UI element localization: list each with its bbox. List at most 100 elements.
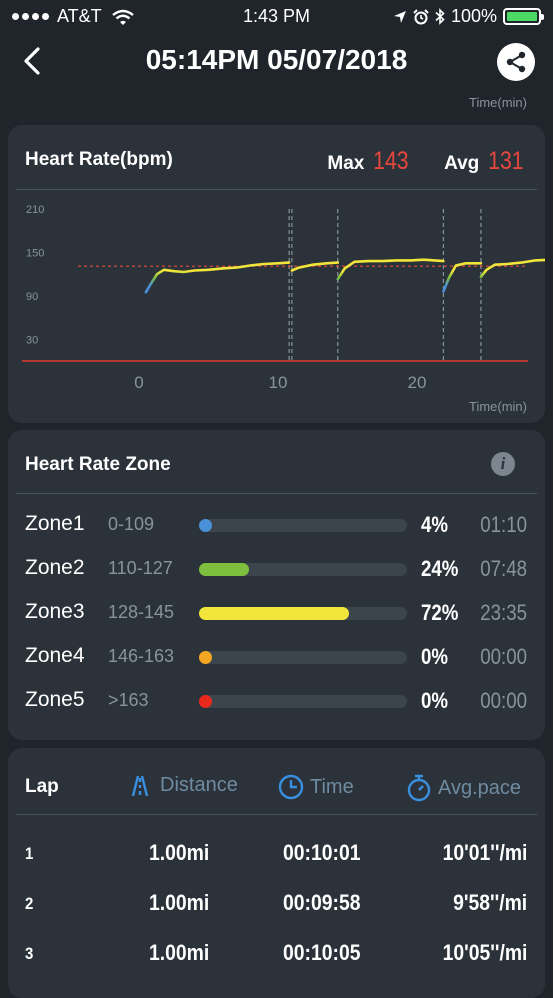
zone-name: Zone4 [25, 644, 85, 667]
x-axis-label: Time(min) [469, 399, 527, 414]
zone-progress-fill [199, 607, 349, 620]
status-bar: AT&T 1:43 PM 100% [0, 0, 553, 34]
lap-time: 00:09:58 [283, 890, 361, 915]
avg-value: 131 [488, 147, 524, 175]
heart-rate-series [290, 261, 340, 272]
zone-percent: 0% [421, 688, 449, 713]
pace-header: Avg.pace [406, 774, 521, 802]
zone-name: Zone3 [25, 600, 85, 623]
header-unit-label: Time(min) [468, 95, 527, 110]
lap-pace: 10'01''/mi [442, 840, 527, 865]
y-tick-label: 150 [26, 247, 44, 259]
zone-progress-fill [199, 695, 212, 708]
x-tick-label: 10 [269, 373, 288, 392]
zone-range: 110-127 [108, 558, 173, 578]
zone-progress-fill [199, 563, 249, 576]
zone-duration: 07:48 [480, 556, 527, 581]
carrier-info: AT&T [12, 6, 134, 27]
alarm-icon [413, 8, 429, 24]
carrier-name: AT&T [57, 6, 102, 26]
zone-name: Zone5 [25, 688, 85, 711]
avg-label: Avg [444, 153, 480, 174]
zone-percent: 72% [421, 600, 459, 625]
zone-progress-track [199, 519, 407, 532]
battery-icon [503, 8, 544, 25]
lap-distance: 1.00mi [149, 890, 210, 915]
lap-row: 2 1.00mi 00:09:58 9'58''/mi [25, 890, 527, 920]
bluetooth-icon [435, 8, 445, 25]
lap-distance: 1.00mi [149, 940, 210, 965]
zone-row: Zone5 >163 0% 00:00 [25, 685, 527, 715]
zone-progress-fill [199, 519, 212, 532]
lap-number: 3 [25, 944, 34, 963]
zone-row: Zone2 110-127 24% 07:48 [25, 553, 527, 583]
zone-name: Zone1 [25, 512, 85, 535]
heart-rate-card: Heart Rate(bpm) Max 143 Avg 131 30 90 150 2… [8, 125, 545, 423]
lap-pace: 9'58''/mi [452, 890, 527, 915]
max-value: 143 [373, 147, 409, 175]
time-header-label: Time [310, 775, 354, 798]
heart-rate-chart: 30901502100102030Time(min) [22, 204, 545, 414]
pace-header-label: Avg.pace [438, 776, 522, 799]
max-label: Max [327, 153, 365, 174]
zone-row: Zone1 0-109 4% 01:10 [25, 509, 527, 539]
lap-pace: 10'05''/mi [442, 940, 527, 965]
nav-header: 05:14PM 05/07/2018 [0, 34, 553, 90]
heart-rate-series [144, 261, 291, 294]
lap-time: 00:10:05 [283, 940, 361, 965]
back-arrow-icon[interactable] [18, 46, 48, 76]
y-tick-label: 210 [26, 204, 44, 216]
wifi-icon [111, 9, 134, 25]
battery-percent: 100% [450, 6, 497, 26]
heart-rate-series [442, 262, 483, 293]
distance-icon [131, 775, 149, 796]
info-icon[interactable]: i [491, 452, 515, 476]
zone-range: 128-145 [108, 602, 175, 622]
zone-percent: 0% [421, 644, 449, 669]
zone-range: >163 [108, 690, 149, 710]
signal-icon [12, 13, 49, 20]
stopwatch-icon [407, 774, 431, 802]
zone-duration: 00:00 [480, 644, 527, 669]
zone-progress-track [199, 695, 407, 708]
heart-rate-divider [16, 189, 537, 190]
lap-row: 3 1.00mi 00:10:05 10'05''/mi [25, 940, 527, 970]
lap-header: Lap [25, 776, 59, 797]
heart-rate-title: Heart Rate(bpm) [25, 149, 173, 170]
zone-divider [16, 493, 537, 494]
zone-duration: 23:35 [480, 600, 527, 625]
status-right: 100% [393, 6, 544, 27]
heart-rate-series [479, 258, 545, 279]
zone-range: 146-163 [108, 646, 175, 666]
zone-percent: 4% [421, 512, 449, 537]
distance-header-label: Distance [160, 774, 238, 796]
share-button[interactable] [497, 43, 535, 81]
heart-rate-zone-card: Heart Rate Zone i Zone1 0-109 4% 01:10 Zone2… [8, 430, 545, 740]
zone-row: Zone3 128-145 72% 23:35 [25, 597, 527, 627]
zone-progress-track [199, 563, 407, 576]
y-tick-label: 90 [26, 291, 38, 303]
zone-progress-track [199, 651, 407, 664]
location-icon [393, 10, 406, 23]
status-time: 1:43 PM [242, 6, 311, 26]
zone-progress-track [199, 607, 407, 620]
zone-duration: 01:10 [480, 512, 527, 537]
zone-range: 0-109 [108, 514, 155, 534]
lap-time: 00:10:01 [283, 840, 361, 865]
zone-progress-fill [199, 651, 212, 664]
x-tick-label: 20 [408, 373, 427, 392]
x-tick-label: 0 [134, 373, 143, 392]
time-header: Time [278, 774, 354, 800]
lap-number: 1 [25, 844, 34, 863]
lap-row: 1 1.00mi 00:10:01 10'01''/mi [25, 840, 527, 870]
zone-row: Zone4 146-163 0% 00:00 [25, 641, 527, 671]
share-icon [506, 51, 526, 73]
y-tick-label: 30 [26, 334, 38, 346]
lap-card: Lap Distance Time Avg.pace 1 1.00mi 00:10:… [8, 748, 545, 998]
page-title: 05:14PM 05/07/2018 [145, 44, 408, 75]
zone-name: Zone2 [25, 556, 85, 579]
distance-header: Distance [126, 774, 238, 797]
lap-distance: 1.00mi [149, 840, 210, 865]
zone-duration: 00:00 [480, 688, 527, 713]
zone-percent: 24% [421, 556, 459, 581]
